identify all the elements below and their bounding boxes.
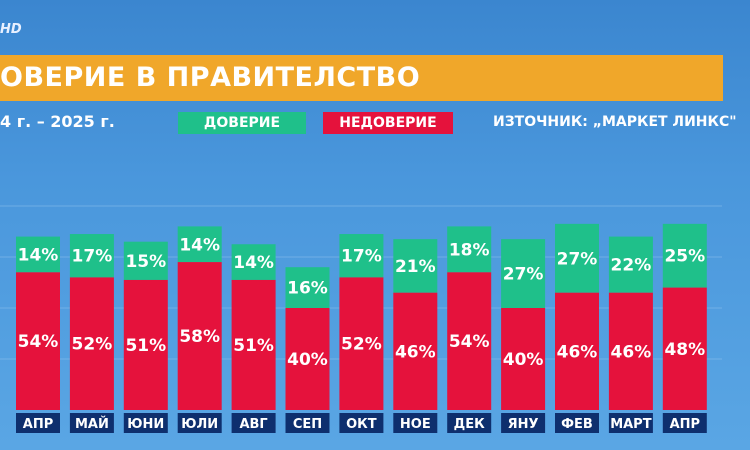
month-label: АПР: [23, 417, 53, 432]
label-trust: 15%: [125, 252, 166, 272]
month-label-bg: [69, 413, 114, 433]
bar-trust: [662, 223, 707, 288]
label-trust: 16%: [287, 279, 328, 299]
bar-trust: [608, 236, 653, 293]
month-label-bg: [501, 413, 546, 433]
label-distrust: 54%: [18, 332, 59, 352]
legend-distrust: НЕДОВЕРИЕ: [323, 112, 453, 134]
bar-trust: [231, 244, 276, 280]
month-label-bg: [555, 413, 599, 433]
label-distrust: 40%: [287, 350, 328, 370]
label-distrust: 40%: [503, 350, 544, 370]
label-trust: 22%: [611, 256, 652, 276]
label-distrust: 46%: [557, 342, 598, 362]
month-label: НОЕ: [400, 417, 431, 432]
source-label: ИЗТОЧНИК: „МАРКЕТ ЛИНКС": [493, 114, 737, 130]
bar-distrust: [555, 292, 599, 410]
bar-trust: [16, 236, 60, 273]
bar-distrust: [501, 308, 546, 410]
month-label: МАРТ: [610, 417, 652, 432]
month-label: ЮЛИ: [181, 417, 218, 432]
label-distrust: 54%: [449, 332, 490, 352]
month-label: ДЕК: [454, 417, 485, 432]
bar-distrust: [447, 272, 492, 410]
label-distrust: 51%: [233, 336, 274, 356]
month-label-bg: [16, 413, 60, 433]
bar-trust: [339, 234, 384, 278]
month-label-bg: [393, 413, 438, 433]
label-distrust: 46%: [611, 342, 652, 362]
bar-distrust: [393, 292, 438, 410]
label-trust: 14%: [233, 253, 274, 273]
label-distrust: 46%: [395, 342, 436, 362]
bar-distrust: [339, 277, 384, 410]
month-label-bg: [662, 413, 707, 433]
bar-distrust: [123, 279, 168, 410]
month-label-bg: [231, 413, 276, 433]
label-trust: 17%: [341, 247, 382, 267]
label-trust: 27%: [503, 265, 544, 285]
month-label: ЯНУ: [508, 417, 539, 432]
legend-trust: ДОВЕРИЕ: [178, 112, 306, 134]
channel-logo: HD: [0, 22, 22, 37]
title-bar: ОВЕРИЕ В ПРАВИТЕЛСТВО: [0, 55, 723, 101]
bar-trust: [285, 267, 330, 308]
bar-distrust: [16, 272, 60, 410]
month-label: ОКТ: [346, 417, 377, 432]
bar-trust: [555, 223, 599, 293]
month-label: АПР: [670, 417, 700, 432]
label-trust: 17%: [72, 247, 113, 267]
month-label: МАЙ: [75, 416, 109, 432]
month-label: ЮНИ: [127, 417, 164, 432]
label-distrust: 48%: [664, 340, 705, 360]
label-trust: 21%: [395, 257, 436, 277]
label-distrust: 52%: [341, 335, 382, 355]
bar-trust: [501, 239, 546, 308]
label-trust: 27%: [557, 249, 598, 269]
label-trust: 25%: [664, 247, 705, 267]
month-label-bg: [339, 413, 384, 433]
bar-distrust: [608, 292, 653, 410]
bar-trust: [123, 241, 168, 280]
month-label-bg: [608, 413, 653, 433]
bar-trust: [69, 234, 114, 278]
bar-distrust: [231, 279, 276, 410]
label-trust: 18%: [449, 240, 490, 260]
month-label: ФЕВ: [561, 417, 593, 432]
month-label-bg: [177, 413, 222, 433]
month-label-bg: [285, 413, 330, 433]
label-distrust: 52%: [72, 335, 113, 355]
chart-subtitle: 4 г. – 2025 г.: [0, 112, 115, 131]
bar-trust: [393, 239, 438, 293]
label-trust: 14%: [179, 235, 220, 255]
month-label-bg: [123, 413, 168, 433]
chart-title: ОВЕРИЕ В ПРАВИТЕЛСТВО: [0, 62, 421, 93]
bar-distrust: [177, 262, 222, 410]
bar-distrust: [285, 308, 330, 410]
label-distrust: 51%: [125, 336, 166, 356]
bar-distrust: [662, 287, 707, 410]
label-trust: 14%: [18, 245, 59, 265]
bar-trust: [177, 226, 222, 263]
label-distrust: 58%: [179, 327, 220, 347]
month-label: СЕП: [293, 417, 322, 432]
month-label: АВГ: [239, 417, 267, 432]
month-label-bg: [447, 413, 492, 433]
bar-trust: [447, 226, 492, 273]
bar-distrust: [69, 277, 114, 410]
